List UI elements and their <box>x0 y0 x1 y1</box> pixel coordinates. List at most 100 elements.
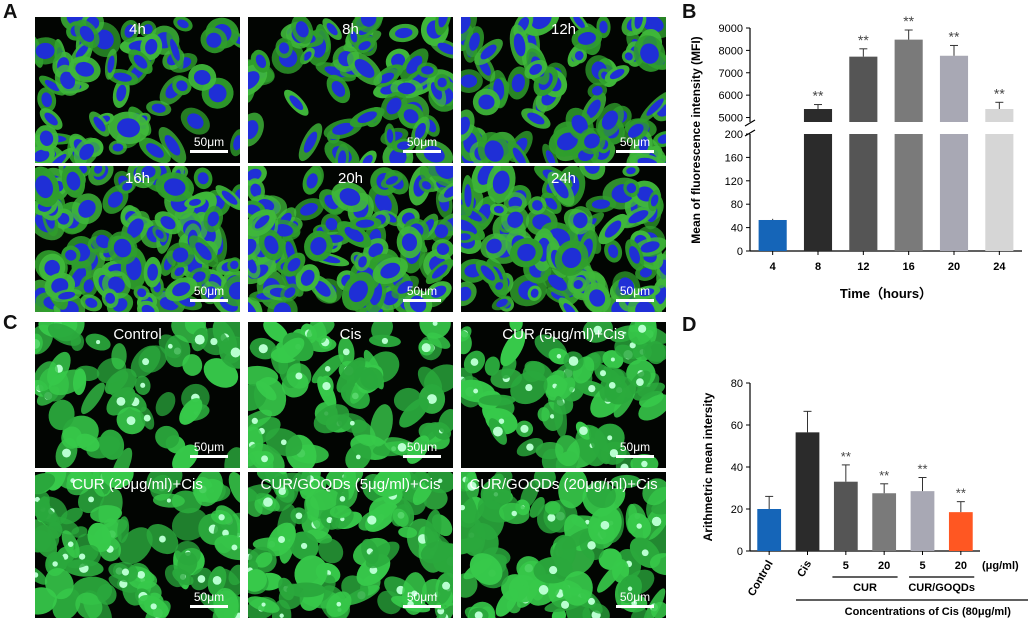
panel-label-b: B <box>682 1 697 23</box>
y-tick-label: 5000 <box>719 113 743 125</box>
x-axis-title: Time（hours） <box>840 286 932 301</box>
scale-bar-line <box>403 299 441 302</box>
micrograph-texture <box>248 322 453 468</box>
micrograph-texture <box>248 17 453 163</box>
x-tick-label-concentration: 20 <box>955 560 967 572</box>
significance-marker: ** <box>858 32 869 48</box>
y-tick-label: 160 <box>725 152 743 164</box>
micrograph-a-1: 4h 50μm <box>35 17 240 163</box>
y-tick-label: 0 <box>737 246 743 258</box>
x-tick-label-control: Control <box>746 559 776 599</box>
bar-upper-segment <box>985 109 1014 122</box>
x-tick-label-cis: Cis <box>795 559 814 580</box>
micrograph-texture <box>35 17 240 163</box>
micrograph-label: CUR/GOQDs (20μg/ml)+Cis <box>469 476 658 493</box>
micrograph-label: CUR (20μg/ml)+Cis <box>72 476 203 493</box>
micrograph-c-2: Cis 50μm <box>248 322 453 468</box>
scale-bar-text: 50μm <box>619 284 651 298</box>
scale-bar: 50μm <box>190 136 228 153</box>
micrograph-label: Cis <box>339 326 362 343</box>
bar-lower-segment <box>985 134 1014 251</box>
bar-lower-segment <box>894 134 923 251</box>
bar-upper-segment <box>803 109 833 122</box>
axis-break-mark <box>744 119 756 127</box>
y-axis-title: Arithmetric mean intersity <box>701 392 715 541</box>
micrograph-texture <box>35 472 240 618</box>
bar-upper-segment <box>894 39 923 123</box>
scale-bar-line <box>190 150 228 153</box>
micrograph-label: 24h <box>550 170 577 187</box>
scale-bar-line <box>190 299 228 302</box>
micrograph-texture <box>248 472 453 618</box>
x-tick-label: 16 <box>903 261 915 273</box>
micrograph-c-1: Control 50μm <box>35 322 240 468</box>
micrograph-label: 4h <box>129 21 146 38</box>
scale-bar-text: 50μm <box>619 135 651 149</box>
micrograph-a-3: 12h 50μm <box>461 17 666 163</box>
x-tick-label: 4 <box>770 261 777 273</box>
micrograph-texture <box>35 322 240 468</box>
x-tick-label: 8 <box>815 261 821 273</box>
bar-lower-segment <box>939 134 969 251</box>
x-tick-label: 12 <box>857 261 869 273</box>
y-tick-label: 80 <box>731 378 743 390</box>
micrograph-label: 20h <box>337 170 364 187</box>
x-tick-label: 20 <box>948 261 960 273</box>
significance-marker: ** <box>903 13 914 29</box>
micrograph-c-4: CUR (20μg/ml)+Cis 50μm <box>35 472 240 618</box>
micrograph-texture <box>461 17 666 163</box>
bar <box>833 481 858 551</box>
scale-bar: 50μm <box>190 285 228 302</box>
scale-bar-text: 50μm <box>193 135 225 149</box>
y-tick-label: 120 <box>725 176 743 188</box>
scale-bar-line <box>616 605 654 608</box>
micrograph-texture <box>461 166 666 312</box>
micrograph-label: 16h <box>124 170 151 187</box>
micrograph-label: CUR/GOQDs (5μg/ml)+Cis <box>260 476 441 493</box>
group-label-cur-goqds: CUR/GOQDs <box>908 582 975 594</box>
y-tick-label: 80 <box>731 199 743 211</box>
x-tick-label-concentration: 5 <box>843 560 849 572</box>
scale-bar: 50μm <box>403 441 441 458</box>
micrograph-a-6: 24h 50μm <box>461 166 666 312</box>
scale-bar-line <box>190 605 228 608</box>
y-tick-label: 0 <box>737 546 743 558</box>
micrograph-c-6: CUR/GOQDs (20μg/ml)+Cis 50μm <box>461 472 666 618</box>
scale-bar: 50μm <box>190 441 228 458</box>
y-tick-label: 8000 <box>719 45 743 57</box>
micrograph-texture <box>461 472 666 618</box>
panel-label-c: C <box>3 312 18 334</box>
micrograph-c-5: CUR/GOQDs (5μg/ml)+Cis 50μm <box>248 472 453 618</box>
y-axis-title: Mean of fluorescence intensity (MFI) <box>689 36 703 243</box>
bar-upper-segment <box>849 56 878 123</box>
micrograph-a-2: 8h 50μm <box>248 17 453 163</box>
scale-bar: 50μm <box>403 285 441 302</box>
significance-marker: ** <box>813 88 824 104</box>
scale-bar-text: 50μm <box>406 284 438 298</box>
micrograph-texture <box>248 166 453 312</box>
scale-bar-text: 50μm <box>193 440 225 454</box>
bar-lower-segment <box>849 134 878 251</box>
y-tick-label: 7000 <box>719 68 743 80</box>
chart-d-mean-intensity: 0 20 40 60 80 Arithmetric mean intersity ** ** *… <box>701 378 1028 618</box>
y-tick-label: 9000 <box>719 23 743 35</box>
chart-b-fluorescence-intensity: 0 40 80 120 160 200 5000 6000 7000 8000 9000 Mean o… <box>689 13 1022 301</box>
scale-bar-text: 50μm <box>619 590 651 604</box>
scale-bar: 50μm <box>403 136 441 153</box>
significance-marker: ** <box>994 85 1005 101</box>
scale-bar-line <box>403 150 441 153</box>
y-tick-label: 40 <box>731 462 743 474</box>
scale-bar: 50μm <box>190 591 228 608</box>
x-tick-label-concentration: 5 <box>919 560 925 572</box>
micrograph-label: Control <box>113 326 162 343</box>
scale-bar: 50μm <box>616 591 654 608</box>
micrograph-label: 12h <box>550 21 577 38</box>
scale-bar-text: 50μm <box>619 440 651 454</box>
scale-bar-line <box>616 150 654 153</box>
scale-bar-line <box>616 299 654 302</box>
bar-upper-segment <box>939 55 969 122</box>
scale-bar: 50μm <box>403 591 441 608</box>
x-tick-label: 24 <box>993 261 1006 273</box>
scale-bar: 50μm <box>616 285 654 302</box>
micrograph-a-5: 20h 50μm <box>248 166 453 312</box>
